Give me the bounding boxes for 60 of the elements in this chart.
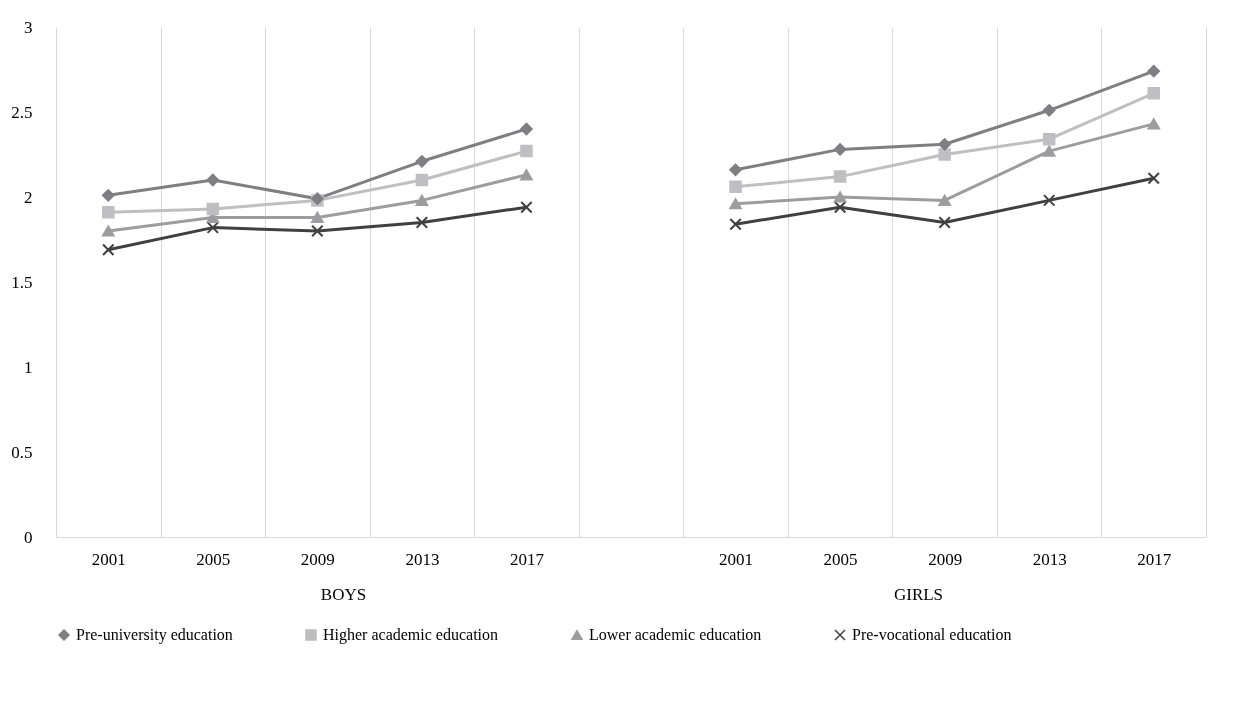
x-tick-label: 2005	[196, 549, 231, 569]
x-tick-label: 2005	[823, 549, 858, 569]
y-tick-label: 0.5	[11, 442, 33, 462]
legend-label: Pre-vocational education	[852, 626, 1012, 643]
point	[1042, 132, 1056, 146]
legend-label: Pre-university education	[76, 626, 233, 644]
point	[729, 198, 742, 210]
point	[520, 169, 533, 181]
point	[938, 194, 951, 206]
y-tick-label: 1	[24, 357, 33, 377]
y-tick-label: 0	[24, 527, 33, 547]
x-tick-label: 2017	[1137, 549, 1172, 569]
x-tick-label: 2001	[91, 549, 126, 569]
point	[938, 216, 951, 229]
x-tick-label: 2017	[509, 549, 545, 569]
y-tick-label: 2	[24, 187, 33, 207]
point	[1147, 172, 1160, 185]
point	[415, 194, 429, 206]
point	[311, 211, 324, 223]
point	[1147, 87, 1160, 100]
point	[520, 200, 533, 214]
legend-label: Lower academic education	[589, 626, 762, 643]
x-tick-label: 2009	[300, 549, 335, 569]
point	[1147, 118, 1160, 130]
point	[729, 163, 742, 177]
legend-label: Higher academic education	[323, 626, 499, 644]
point	[833, 191, 847, 203]
point	[520, 144, 533, 158]
point	[938, 138, 951, 151]
text: GIRLS	[893, 585, 944, 604]
text: BOYS	[320, 585, 367, 604]
point	[1147, 64, 1160, 78]
x-tick-label: 2013	[1032, 549, 1067, 569]
point	[415, 173, 429, 187]
point	[729, 180, 742, 194]
x-tick-label: 2013	[405, 549, 440, 569]
point	[1042, 104, 1056, 117]
point	[729, 217, 742, 231]
point	[102, 189, 115, 202]
point	[1042, 194, 1056, 207]
point	[833, 143, 847, 156]
point	[938, 148, 951, 161]
point	[102, 206, 115, 219]
x-tick-label: 2001	[719, 549, 754, 569]
y-tick-label: 1.5	[11, 272, 33, 292]
point	[415, 216, 429, 229]
point	[1042, 145, 1056, 157]
y-tick-label: 2.5	[11, 102, 33, 122]
point	[833, 200, 847, 214]
point	[311, 224, 324, 238]
point	[206, 221, 220, 234]
y-tick-label: 3	[24, 17, 33, 37]
point	[102, 243, 115, 256]
point	[520, 122, 533, 136]
point	[206, 202, 220, 216]
x-tick-label: 2009	[928, 549, 963, 569]
point	[102, 225, 115, 237]
point	[206, 173, 220, 187]
point	[833, 170, 847, 183]
point	[415, 155, 429, 168]
